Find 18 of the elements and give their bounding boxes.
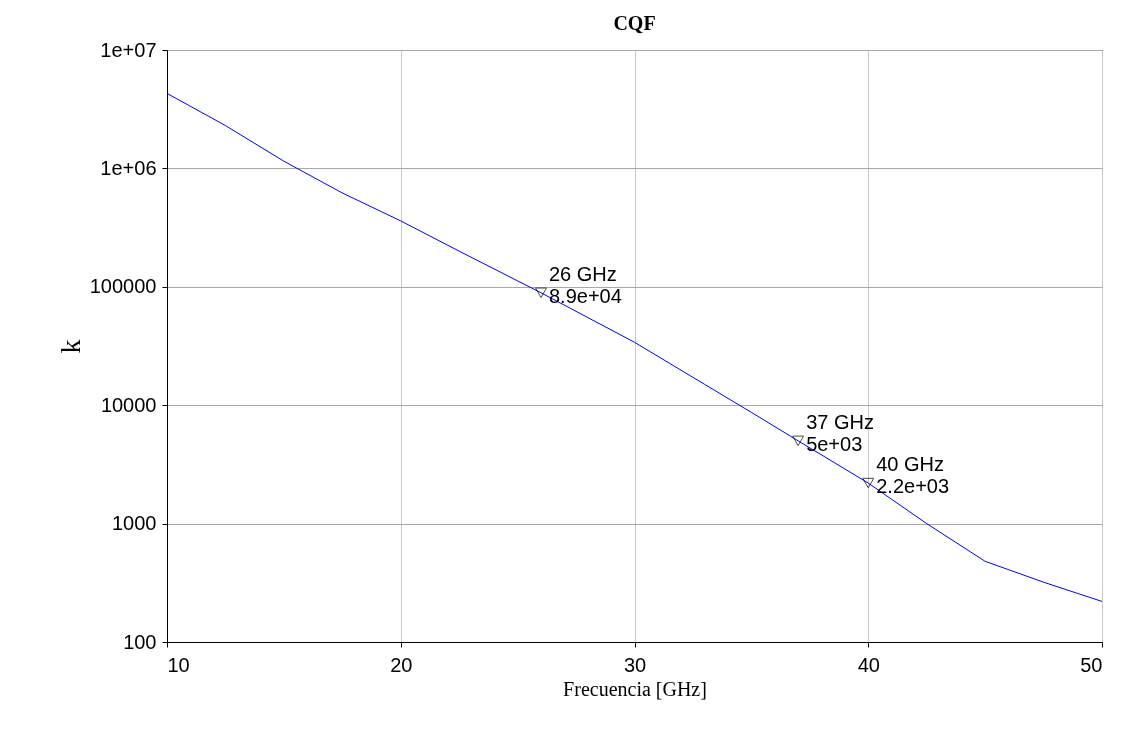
x-tick-label: 10 — [167, 653, 190, 676]
annotation: 40 GHz 2.2e+03 — [876, 453, 950, 498]
annotation: 26 GHz 8.9e+04 — [549, 262, 622, 307]
y-tick-label: 1e+07 — [100, 38, 157, 61]
annotation: 37 GHz 5e+03 — [806, 410, 874, 455]
y-tick-label: 1000 — [112, 512, 157, 535]
y-tick-label: 100 — [123, 630, 157, 653]
x-tick-label: 50 — [1080, 653, 1103, 676]
y-axis-title: k — [54, 339, 86, 354]
x-axis-title: Frecuencia [GHz] — [563, 677, 707, 700]
x-tick-label: 20 — [390, 653, 413, 676]
x-tick-label: 40 — [857, 653, 880, 676]
line-series — [166, 92, 1103, 602]
y-tick-label: 1e+06 — [100, 156, 157, 179]
y-tick-label: 100000 — [89, 275, 157, 298]
x-tick-label: 30 — [623, 653, 647, 676]
y-tick-label: 10000 — [100, 393, 157, 416]
chart-title: CQF — [613, 12, 656, 34]
